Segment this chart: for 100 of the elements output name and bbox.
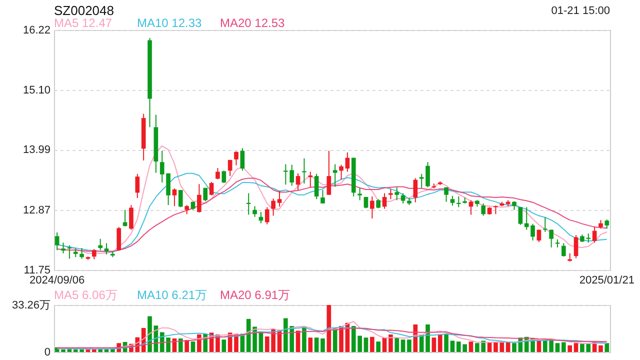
candlestick — [209, 181, 214, 196]
candlestick — [481, 202, 486, 216]
text: 01-21 15:00 — [551, 5, 610, 17]
candlestick — [122, 209, 128, 228]
candlestick — [129, 204, 134, 230]
candlestick — [549, 229, 554, 248]
candlestick — [413, 178, 418, 203]
candlestick — [345, 152, 350, 172]
candlestick — [450, 195, 455, 206]
bar — [400, 340, 406, 352]
candlestick — [562, 242, 566, 258]
candlestick — [246, 192, 251, 216]
candlestick — [277, 190, 282, 208]
candlestick — [518, 206, 523, 226]
candlestick — [135, 173, 140, 199]
candlestick — [604, 219, 610, 230]
bar — [376, 342, 380, 352]
candlestick — [216, 167, 220, 180]
candlestick — [314, 173, 319, 200]
bar — [407, 340, 412, 352]
text: MA20 6.91万 — [220, 288, 290, 302]
y-tick-label: 11.75 — [24, 264, 50, 276]
bar — [568, 345, 572, 352]
bar — [184, 340, 189, 352]
bar — [320, 338, 325, 352]
candlestick — [61, 242, 66, 254]
y-tick-label: 12.87 — [22, 204, 50, 216]
candlestick — [456, 196, 461, 208]
candlestick — [228, 159, 232, 177]
candlestick — [370, 196, 374, 219]
bar — [604, 343, 610, 352]
candlestick — [536, 229, 542, 243]
bar — [308, 338, 313, 352]
x-tick-label: 2025/01/21 — [579, 274, 634, 286]
candlestick — [320, 190, 325, 204]
bar — [394, 338, 400, 352]
candlestick — [339, 164, 344, 180]
candlestick — [116, 226, 122, 252]
bar — [574, 343, 578, 352]
text: MA5 12.47 — [54, 16, 112, 30]
candlestick — [271, 198, 276, 216]
candlestick — [92, 248, 96, 260]
candlestick — [308, 171, 313, 188]
bar — [222, 340, 226, 352]
candlestick — [542, 216, 548, 232]
bar — [302, 326, 306, 352]
text: MA10 6.21万 — [137, 288, 208, 302]
bar — [339, 326, 344, 352]
candlestick — [592, 226, 597, 244]
candlestick — [98, 238, 102, 251]
candlestick — [178, 190, 183, 208]
bar — [388, 334, 393, 352]
candlestick — [302, 158, 306, 184]
bar — [432, 338, 436, 352]
text: MA20 12.53 — [220, 16, 286, 30]
candlestick — [184, 204, 189, 215]
text: MA5 6.06万 — [54, 288, 118, 302]
bar — [562, 342, 566, 352]
y-tick-label: 13.99 — [22, 144, 50, 156]
candlestick — [172, 188, 177, 207]
candlestick — [388, 188, 393, 200]
candlestick — [444, 186, 448, 202]
bar — [364, 338, 368, 352]
candlestick — [574, 234, 578, 259]
bar — [326, 305, 332, 352]
y-tick-label: 0 — [44, 346, 50, 358]
text: MA10 12.33 — [137, 16, 202, 30]
bar — [426, 324, 430, 352]
bar — [555, 343, 560, 352]
candlestick — [197, 184, 202, 214]
candlestick — [358, 187, 362, 201]
candlestick — [252, 206, 257, 218]
candlestick — [240, 148, 245, 172]
y-tick-label: 16.22 — [22, 24, 50, 36]
candlestick — [426, 162, 430, 188]
candlestick — [296, 172, 300, 190]
candlestick — [326, 150, 332, 196]
bar — [506, 342, 510, 352]
candlestick — [80, 247, 84, 260]
candlestick — [222, 170, 226, 184]
bar — [444, 334, 448, 352]
chart-title: SZ002048 — [54, 3, 114, 18]
bar — [190, 342, 196, 352]
candlestick — [54, 232, 60, 251]
bar — [598, 345, 603, 352]
candlestick — [332, 164, 338, 188]
candlestick — [382, 192, 387, 210]
bar — [512, 343, 516, 352]
bar — [178, 338, 183, 352]
y-tick-label: 15.10 — [22, 84, 50, 97]
candlestick — [234, 150, 238, 166]
bar — [370, 336, 374, 352]
candlestick — [376, 198, 380, 209]
bar — [438, 334, 442, 352]
candlestick — [264, 206, 270, 225]
x-tick-label: 2024/09/06 — [30, 274, 85, 286]
y-tick-label: 33.26万 — [12, 300, 50, 312]
bar — [450, 340, 455, 352]
candlestick — [394, 186, 400, 201]
bar — [332, 328, 338, 352]
